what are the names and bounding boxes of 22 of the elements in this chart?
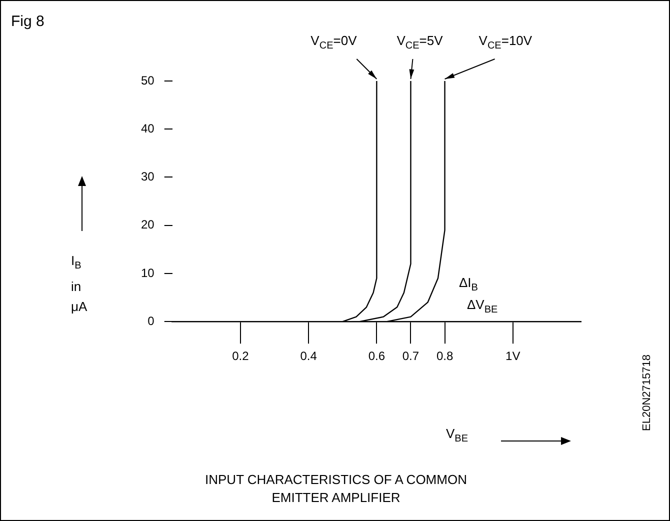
x-axis-title: V$_{BE}$ <box>446 426 468 445</box>
text: V$_{CE}$=5V <box>396 33 443 52</box>
y-tick-label: 10 <box>140 266 155 280</box>
x-tick-label: 0.8 <box>436 349 454 364</box>
annotation: ΔV$_{BE}$ <box>467 297 498 316</box>
y-tick-label: 30 <box>140 170 155 184</box>
x-tick-label: 0.6 <box>368 349 386 364</box>
x-tick-label: 0.2 <box>232 349 250 364</box>
annotation: ΔI$_{B}$ <box>459 275 478 294</box>
text: V$_{CE}$=0V <box>310 33 357 52</box>
y-tick-label: 20 <box>140 218 155 232</box>
caption: Fig 8 <box>11 13 44 30</box>
x-tick-label: 1V <box>506 349 520 364</box>
text: V$_{CE}$=10V <box>478 33 532 52</box>
text: EL20N2715718 <box>641 354 653 431</box>
x-tick-label: 0.4 <box>300 349 318 364</box>
x-tick-label: 0.7 <box>402 349 420 364</box>
y-tick-label: 0 <box>148 314 155 328</box>
y-tick-label: 50 <box>140 73 155 88</box>
y-axis-title: I$_{B}$ in μA <box>71 252 88 316</box>
text: INPUT CHARACTERISTICS OF A COMMON EMITTER AMPLIFIER <box>204 471 468 507</box>
y-tick-label: 40 <box>140 121 155 136</box>
